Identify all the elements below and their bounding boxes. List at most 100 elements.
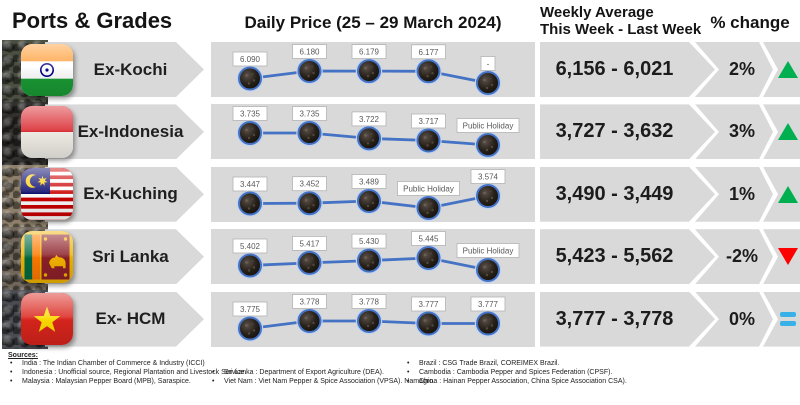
price-point-label: 3.717 <box>411 113 446 129</box>
column-header-pct-change: % change <box>710 13 790 32</box>
source-item: Sri Lanka : Department of Export Agricul… <box>210 368 435 377</box>
svg-text:5.430: 5.430 <box>359 237 380 246</box>
daily-price-chart: 6.090 6.180 6.179 6.177 - <box>211 42 535 97</box>
svg-text:Public Holiday: Public Holiday <box>403 184 454 193</box>
sources-column-2: Sri Lanka : Department of Export Agricul… <box>210 368 435 386</box>
price-point-label: 3.574 <box>470 168 506 184</box>
pct-change-value: 0% <box>728 308 755 329</box>
price-point-label: 5.417 <box>292 236 327 251</box>
pct-change-value: 1% <box>728 183 755 204</box>
price-point-label: 6.090 <box>232 51 268 67</box>
price-point-label: Public Holiday <box>456 118 520 134</box>
port-name: Sri Lanka <box>92 246 169 266</box>
price-point-label: 3.778 <box>292 293 327 309</box>
price-point-label: Public Holiday <box>397 180 460 196</box>
port-name: Ex- HCM <box>95 309 166 329</box>
daily-price-chart: 5.402 5.417 5.430 5.445 Public Holiday <box>211 229 535 285</box>
svg-text:6.090: 6.090 <box>240 55 261 64</box>
price-row: Ex-Kuching 3.447 3.452 3.489 Public Holiday… <box>0 166 800 222</box>
port-name: Ex-Kuching <box>83 184 178 204</box>
source-item: Brazil : CSG Trade Brazil, COREIMEX Braz… <box>405 359 627 368</box>
price-row: Ex-Kochi 6.090 6.180 6.179 6.177 - 6,156 - 6… <box>0 42 800 97</box>
price-point-label: 3.447 <box>232 176 268 192</box>
up-triangle-icon <box>778 185 798 203</box>
svg-text:3.717: 3.717 <box>418 117 439 126</box>
price-point-label: 6.180 <box>292 44 327 59</box>
svg-text:3.735: 3.735 <box>299 110 320 119</box>
up-triangle-icon <box>778 123 798 141</box>
price-point-label: 3.777 <box>411 296 446 311</box>
svg-text:6.179: 6.179 <box>359 48 380 57</box>
vietnam-flag <box>21 293 73 346</box>
column-header-ports-grades: Ports & Grades <box>12 8 173 33</box>
weekly-average-value: 3,727 - 3,632 <box>555 120 674 143</box>
weekly-average-value: 3,490 - 3,449 <box>555 182 674 205</box>
daily-price-sparkline: 5.402 5.417 5.430 5.445 Public Holiday <box>232 231 520 284</box>
india-flag <box>21 43 73 96</box>
source-item: Indonesia : Unofficial source, Regional … <box>8 368 246 377</box>
indonesia-flag <box>21 105 73 158</box>
svg-text:3.452: 3.452 <box>299 179 320 188</box>
svg-text:3.777: 3.777 <box>478 300 499 309</box>
svg-text:3.777: 3.777 <box>418 300 439 309</box>
source-item: Malaysia : Malaysian Pepper Board (MPB),… <box>8 377 246 386</box>
daily-price-chart: 3.447 3.452 3.489 Public Holiday 3.574 <box>211 166 535 222</box>
column-header-daily-price: Daily Price (25 – 29 March 2024) <box>244 13 502 32</box>
weekly-average-header-line1: Weekly Average <box>540 4 654 21</box>
sources-column-1: India : The Indian Chamber of Commerce &… <box>8 359 246 386</box>
weekly-average-band: 3,777 - 3,778 <box>540 292 715 347</box>
price-point-label: - <box>480 56 496 71</box>
svg-text:3.447: 3.447 <box>240 180 261 189</box>
pct-change-value: 3% <box>728 121 755 142</box>
country-flag-icon <box>21 168 73 221</box>
daily-price-chart: 3.735 3.735 3.722 3.717 Public Holiday <box>211 104 535 160</box>
price-point-label: 3.777 <box>470 296 506 311</box>
price-point-label: 5.402 <box>232 238 268 254</box>
price-point-label: 5.430 <box>351 233 387 249</box>
weekly-average-band: 6,156 - 6,021 <box>540 42 715 97</box>
down-triangle-icon <box>778 248 798 266</box>
sources-title: Sources: <box>8 352 38 359</box>
svg-text:5.402: 5.402 <box>240 242 261 251</box>
weekly-average-band: 3,727 - 3,632 <box>540 104 715 159</box>
daily-price-chart: 3.775 3.778 3.778 3.777 3.777 <box>211 291 535 347</box>
price-point-label: 3.775 <box>232 301 268 316</box>
price-row: Ex- HCM 3.775 3.778 3.778 3.777 3.777 3,777 … <box>0 291 800 347</box>
svg-text:Public Holiday: Public Holiday <box>463 247 514 256</box>
price-row: Sri Lanka 5.402 5.417 5.430 5.445 Public Hol… <box>0 229 800 285</box>
up-triangle-icon <box>778 61 798 78</box>
weekly-average-value: 5,423 - 5,562 <box>555 245 674 268</box>
weekly-average-band: 5,423 - 5,562 <box>540 229 715 284</box>
equals-icon <box>780 312 796 327</box>
country-flag-icon <box>21 105 73 158</box>
source-item: India : The Indian Chamber of Commerce &… <box>8 359 246 368</box>
country-flag-icon <box>21 230 73 283</box>
price-point-label: 5.445 <box>411 231 446 247</box>
daily-price-sparkline: 3.735 3.735 3.722 3.717 Public Holiday <box>232 106 520 159</box>
country-flag-icon <box>21 43 73 96</box>
price-point-label: 3.452 <box>292 176 327 191</box>
weekly-average-value: 6,156 - 6,021 <box>555 58 674 80</box>
malaysia-flag <box>21 168 73 221</box>
svg-text:3.735: 3.735 <box>240 110 261 119</box>
price-point-label: 3.778 <box>351 293 387 309</box>
svg-text:3.775: 3.775 <box>240 305 261 314</box>
sri_lanka-flag <box>21 230 73 283</box>
weekly-average-band: 3,490 - 3,449 <box>540 167 715 222</box>
daily-price-sparkline: 3.447 3.452 3.489 Public Holiday 3.574 <box>232 168 506 221</box>
price-point-label: 3.735 <box>292 106 327 122</box>
svg-text:3.574: 3.574 <box>478 172 499 181</box>
svg-text:5.445: 5.445 <box>418 235 439 244</box>
price-point-label: 3.735 <box>232 106 268 122</box>
svg-text:3.489: 3.489 <box>359 177 380 186</box>
source-item: Cambodia : Cambodia Pepper and Spices Fe… <box>405 368 627 377</box>
svg-text:-: - <box>487 60 490 69</box>
svg-text:6.180: 6.180 <box>299 48 320 57</box>
daily-price-sparkline: 6.090 6.180 6.179 6.177 - <box>232 44 502 97</box>
port-name: Ex-Indonesia <box>77 121 184 141</box>
price-point-label: 3.489 <box>351 173 387 189</box>
weekly-average-value: 3,777 - 3,778 <box>555 307 674 330</box>
pct-change-value: 2% <box>728 59 755 79</box>
